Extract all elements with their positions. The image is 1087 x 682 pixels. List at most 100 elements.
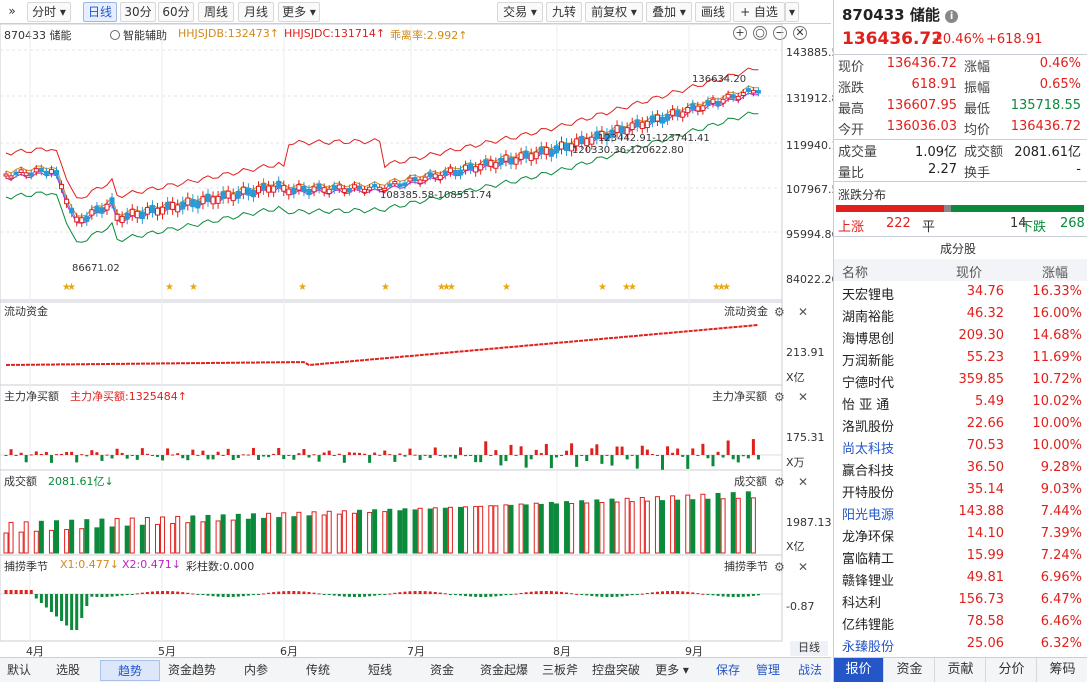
period-button-2[interactable]: 30分 xyxy=(120,2,156,22)
quote-tab-0[interactable]: 报价 xyxy=(834,658,884,682)
turnover-bar xyxy=(720,498,726,554)
net-bar xyxy=(186,455,190,461)
season-bar xyxy=(80,594,84,618)
season-bar xyxy=(211,594,215,597)
tool-button-6[interactable]: ▾ xyxy=(785,2,799,22)
quote-tab-3[interactable]: 分价 xyxy=(987,658,1037,682)
price-annotation: 108385.58-108551.74 xyxy=(380,190,492,201)
turnover-bar xyxy=(690,499,696,554)
component-row[interactable]: 永臻股份 25.06 6.32% xyxy=(834,633,1087,655)
period-button-1[interactable]: 日线 xyxy=(83,2,117,22)
tool-button-1[interactable]: 九转 xyxy=(546,2,582,22)
gear-icon[interactable]: ⚙ xyxy=(774,475,785,489)
indicator-tab-11[interactable]: 更多 ▾ xyxy=(655,663,689,677)
candle xyxy=(407,177,413,182)
component-row[interactable]: 海博思创 209.30 14.68% xyxy=(834,325,1087,347)
component-row[interactable]: 龙净环保 14.10 7.39% xyxy=(834,523,1087,545)
indicator-tab-9[interactable]: 三板斧 xyxy=(541,663,578,677)
net-bar xyxy=(600,455,604,464)
candle xyxy=(119,215,125,224)
reset-icon[interactable]: ○ xyxy=(753,26,767,40)
quote-tab-1[interactable]: 资金 xyxy=(885,658,935,682)
quote-tab-4[interactable]: 筹码 xyxy=(1038,658,1087,682)
period-button-6[interactable]: 更多 ▾ xyxy=(278,2,320,22)
close-icon[interactable]: ✕ xyxy=(793,26,807,40)
indicator-tab-10[interactable]: 控盘突破 xyxy=(591,663,640,677)
tool-button-3[interactable]: 叠加 ▾ xyxy=(646,2,692,22)
indicator-tab-1[interactable]: 选股 xyxy=(55,663,80,677)
indicator-tab-12[interactable]: 保存 xyxy=(715,663,740,677)
tool-button-0[interactable]: 交易 ▾ xyxy=(497,2,543,22)
candle xyxy=(291,187,297,195)
info-icon[interactable]: i xyxy=(945,10,959,23)
net-bar xyxy=(544,443,548,455)
close-icon[interactable]: ✕ xyxy=(798,475,809,489)
indicator-tab-5[interactable]: 传统 xyxy=(305,663,330,677)
quote-field-label: 量比 xyxy=(838,166,865,181)
net-bar xyxy=(100,455,104,461)
indicator-tab-2[interactable]: 趋势 xyxy=(100,660,160,681)
tool-button-4[interactable]: 画线 xyxy=(695,2,731,22)
close-icon[interactable]: ✕ xyxy=(798,390,809,404)
indicator-tab-8[interactable]: 资金起爆 xyxy=(479,663,528,677)
candle xyxy=(346,187,352,193)
component-row[interactable]: 阳光电源 143.88 7.44% xyxy=(834,501,1087,523)
component-row[interactable]: 宁德时代 359.85 10.72% xyxy=(834,369,1087,391)
candle xyxy=(33,168,39,173)
component-row[interactable]: 洛凯股份 22.66 10.00% xyxy=(834,413,1087,435)
chart-canvas[interactable]: ★★ ★ ★ ★ ★ ★★★ ★ ★ ★★ ★★★ xyxy=(0,0,831,657)
quote-tab-2[interactable]: 贡献 xyxy=(936,658,986,682)
period-label[interactable]: 日线 xyxy=(790,641,828,656)
component-row[interactable]: 湖南裕能 46.32 16.00% xyxy=(834,303,1087,325)
period-button-0[interactable]: 分时 ▾ xyxy=(27,2,71,22)
component-row[interactable]: 亿纬锂能 78.58 6.46% xyxy=(834,611,1087,633)
tool-button-2[interactable]: 前复权 ▾ xyxy=(585,2,643,22)
period-button-3[interactable]: 60分 xyxy=(158,2,194,22)
close-icon[interactable]: ✕ xyxy=(798,560,809,574)
component-row[interactable]: 开特股份 35.14 9.03% xyxy=(834,479,1087,501)
component-row[interactable]: 怡 亚 通 5.49 10.02% xyxy=(834,391,1087,413)
close-icon[interactable]: ✕ xyxy=(798,305,809,319)
indicator-tab-13[interactable]: 管理 xyxy=(755,663,780,677)
season-bar xyxy=(686,591,690,594)
component-row[interactable]: 科达利 156.73 6.47% xyxy=(834,589,1087,611)
period-button-4[interactable]: 周线 xyxy=(198,2,234,22)
component-price: 46.32 xyxy=(966,306,1004,321)
component-row[interactable]: 万润新能 55.23 11.69% xyxy=(834,347,1087,369)
net-bar xyxy=(605,454,609,456)
expand-icon[interactable]: » xyxy=(8,4,16,18)
indicator-tab-3[interactable]: 资金趋势 xyxy=(167,663,216,677)
net-bar xyxy=(312,454,316,456)
gear-icon[interactable]: ⚙ xyxy=(774,305,785,319)
season-bar xyxy=(625,594,629,596)
dist-bar xyxy=(836,205,1084,212)
zoom-in-icon[interactable]: + xyxy=(733,26,747,40)
component-row[interactable]: 尚太科技 70.53 10.00% xyxy=(834,435,1087,457)
component-row[interactable]: 天宏锂电 34.76 16.33% xyxy=(834,281,1087,303)
smart-assist-toggle[interactable]: 智能辅助 xyxy=(110,27,167,43)
star-marker: ★ xyxy=(447,282,456,293)
indicator-tab-4[interactable]: 内参 xyxy=(243,663,268,677)
season-bar xyxy=(368,594,372,597)
component-row[interactable]: 富临精工 15.99 7.24% xyxy=(834,545,1087,567)
turnover-bar xyxy=(160,516,166,554)
quote-field-value: 136436.72 xyxy=(886,56,957,71)
component-row[interactable]: 赣锋锂业 49.81 6.96% xyxy=(834,567,1087,589)
season-bar xyxy=(448,594,452,595)
indicator-tab-14[interactable]: 战法 xyxy=(797,663,822,677)
gear-icon[interactable]: ⚙ xyxy=(774,390,785,404)
gear-icon[interactable]: ⚙ xyxy=(774,560,785,574)
component-row[interactable]: 赢合科技 36.50 9.28% xyxy=(834,457,1087,479)
period-button-5[interactable]: 月线 xyxy=(238,2,274,22)
indicator-tab-6[interactable]: 短线 xyxy=(367,663,392,677)
season-bar xyxy=(4,590,8,594)
turnover-right-label: 成交额 xyxy=(734,475,767,488)
tool-button-5[interactable]: + 自选 xyxy=(733,2,785,22)
candle xyxy=(740,91,746,96)
indicator-tab-7[interactable]: 资金 xyxy=(429,663,454,677)
net-bar xyxy=(383,450,387,455)
indicator-tab-0[interactable]: 默认 xyxy=(6,663,31,677)
season-bar xyxy=(438,592,442,594)
net-bar xyxy=(352,452,356,455)
zoom-out-icon[interactable]: − xyxy=(773,26,787,40)
